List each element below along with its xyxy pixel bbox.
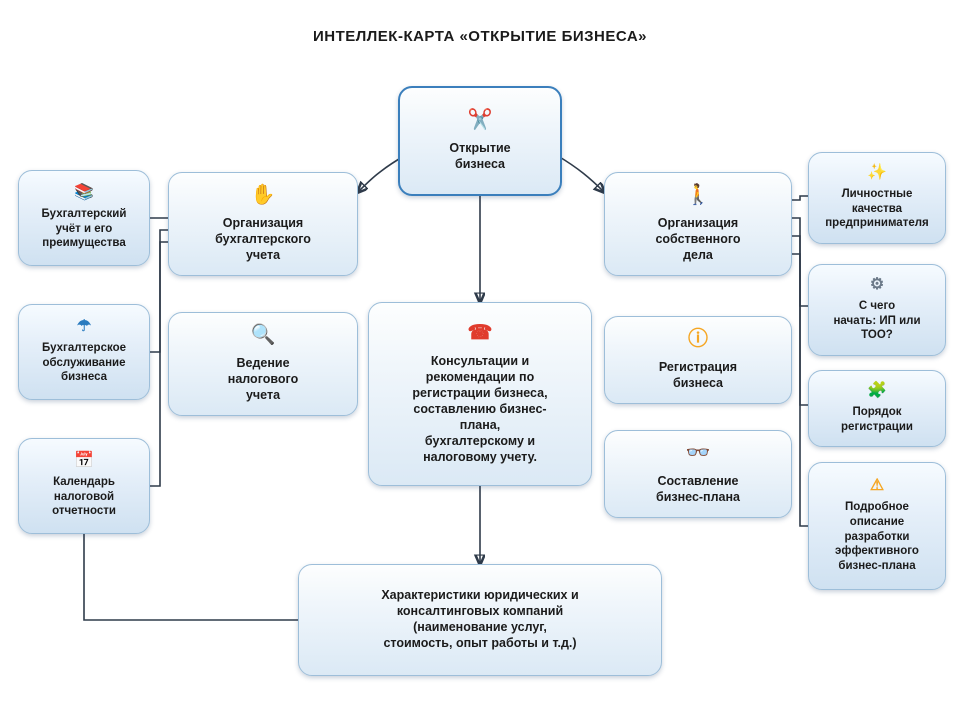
gears-icon: ⚙: [867, 275, 887, 295]
wand-icon: ✨: [867, 163, 887, 183]
scissors-icon: ✂️: [467, 108, 493, 134]
edge-l3-bottom: [84, 534, 298, 620]
info-icon: ⓘ: [685, 327, 711, 353]
node-label: Открытие бизнеса: [449, 140, 510, 172]
node-l1: 📚 Бухгалтерский учёт и его преимущества: [18, 170, 150, 266]
phone-icon: ☎: [467, 321, 493, 347]
diagram-title: ИНТЕЛЛЕК-КАРТА «ОТКРЫТИЕ БИЗНЕСА»: [0, 28, 960, 45]
glasses-icon: 👓: [685, 441, 711, 467]
node-label: Календарь налоговой отчетности: [52, 475, 116, 519]
node-acc_org: ✋ Организация бухгалтерского учета: [168, 172, 358, 276]
edge-acc_org-l3: [150, 242, 168, 486]
calendar-icon: 📅: [74, 451, 94, 471]
node-label: С чего начать: ИП или ТОО?: [833, 299, 920, 343]
edge-own_biz-r1: [792, 196, 808, 200]
node-label: Характеристики юридических и консалтинго…: [381, 587, 578, 651]
mindmap-canvas: ИНТЕЛЛЕК-КАРТА «ОТКРЫТИЕ БИЗНЕСА» ✂️ Откр…: [0, 0, 960, 720]
node-root: ✂️ Открытие бизнеса: [398, 86, 562, 196]
node-label: Подробное описание разработки эффективно…: [835, 500, 919, 574]
node-reg_biz: ⓘ Регистрация бизнеса: [604, 316, 792, 404]
node-bplan: 👓 Составление бизнес-плана: [604, 430, 792, 518]
node-r3: 🧩 Порядок регистрации: [808, 370, 946, 447]
node-l2: ☂ Бухгалтерское обслуживание бизнеса: [18, 304, 150, 400]
hand-icon: ✋: [250, 183, 276, 209]
node-label: Организация бухгалтерского учета: [215, 215, 311, 263]
node-label: Личностные качества предпринимателя: [825, 187, 929, 231]
node-tax_keep: 🔍 Ведение налогового учета: [168, 312, 358, 416]
node-bottom: Характеристики юридических и консалтинго…: [298, 564, 662, 676]
node-own_biz: 🚶 Организация собственного дела: [604, 172, 792, 276]
node-label: Ведение налогового учета: [228, 355, 298, 403]
node-r4: ⚠ Подробное описание разработки эффективн…: [808, 462, 946, 590]
node-label: Регистрация бизнеса: [659, 359, 737, 391]
books-icon: 📚: [74, 183, 94, 203]
edge-own_biz-r2: [792, 218, 808, 306]
node-label: Бухгалтерское обслуживание бизнеса: [42, 341, 126, 385]
edge-own_biz-r4: [792, 254, 808, 526]
node-consult: ☎ Консультации и рекомендации по регистра…: [368, 302, 592, 486]
umbrella-icon: ☂: [74, 317, 94, 337]
node-label: Составление бизнес-плана: [656, 473, 740, 505]
node-label: Порядок регистрации: [841, 405, 913, 434]
ledger-search-icon: 🔍: [250, 323, 276, 349]
node-label: Организация собственного дела: [655, 215, 740, 263]
edge-root-own_biz: [558, 156, 604, 192]
edge-own_biz-r3: [792, 236, 808, 405]
node-r2: ⚙ С чего начать: ИП или ТОО?: [808, 264, 946, 356]
warning-icon: ⚠: [867, 476, 887, 496]
node-r1: ✨ Личностные качества предпринимателя: [808, 152, 946, 244]
puzzle-icon: 🧩: [867, 381, 887, 401]
edge-acc_org-l2: [150, 230, 168, 352]
node-label: Бухгалтерский учёт и его преимущества: [42, 207, 127, 251]
node-label: Консультации и рекомендации по регистрац…: [412, 353, 547, 465]
node-l3: 📅 Календарь налоговой отчетности: [18, 438, 150, 534]
person-icon: 🚶: [685, 183, 711, 209]
